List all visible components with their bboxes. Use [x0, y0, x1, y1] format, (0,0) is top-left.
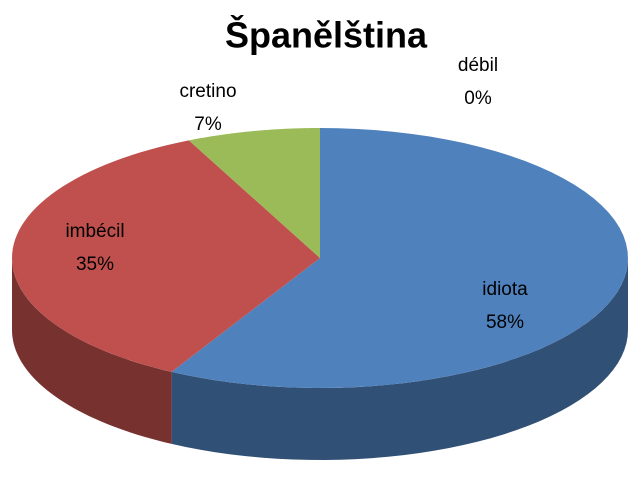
value-label: 58% — [486, 312, 524, 333]
slice — [12, 140, 321, 372]
slice-label: débil — [458, 55, 498, 76]
value-label: 0% — [464, 88, 492, 109]
slice — [171, 128, 628, 388]
value-label: 35% — [76, 254, 114, 275]
value-label: 7% — [194, 114, 222, 135]
chart-title: Španělština — [225, 14, 428, 56]
slice-label: idiota — [482, 279, 528, 300]
slice-side — [171, 258, 628, 460]
slice — [188, 128, 320, 258]
slice-label: imbécil — [65, 221, 124, 242]
slice-side — [12, 258, 172, 444]
slice-label: cretino — [179, 81, 236, 102]
